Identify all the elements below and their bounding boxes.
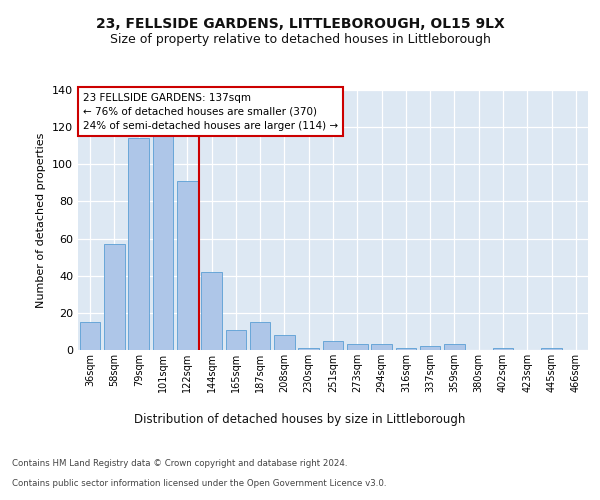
Bar: [323, 340, 343, 350]
Bar: [104, 244, 125, 350]
Bar: [541, 348, 562, 350]
Text: 23 FELLSIDE GARDENS: 137sqm
← 76% of detached houses are smaller (370)
24% of se: 23 FELLSIDE GARDENS: 137sqm ← 76% of det…: [83, 92, 338, 130]
Bar: [128, 138, 149, 350]
Text: Size of property relative to detached houses in Littleborough: Size of property relative to detached ho…: [110, 32, 490, 46]
Bar: [226, 330, 246, 350]
Bar: [201, 272, 222, 350]
Bar: [177, 181, 197, 350]
Bar: [274, 335, 295, 350]
Text: 23, FELLSIDE GARDENS, LITTLEBOROUGH, OL15 9LX: 23, FELLSIDE GARDENS, LITTLEBOROUGH, OL1…: [95, 18, 505, 32]
Bar: [250, 322, 271, 350]
Text: Contains HM Land Registry data © Crown copyright and database right 2024.: Contains HM Land Registry data © Crown c…: [12, 458, 347, 468]
Bar: [371, 344, 392, 350]
Bar: [152, 131, 173, 350]
Y-axis label: Number of detached properties: Number of detached properties: [37, 132, 46, 308]
Bar: [444, 344, 465, 350]
Text: Distribution of detached houses by size in Littleborough: Distribution of detached houses by size …: [134, 412, 466, 426]
Bar: [395, 348, 416, 350]
Bar: [420, 346, 440, 350]
Bar: [493, 348, 514, 350]
Bar: [298, 348, 319, 350]
Bar: [347, 344, 368, 350]
Bar: [80, 322, 100, 350]
Text: Contains public sector information licensed under the Open Government Licence v3: Contains public sector information licen…: [12, 478, 386, 488]
